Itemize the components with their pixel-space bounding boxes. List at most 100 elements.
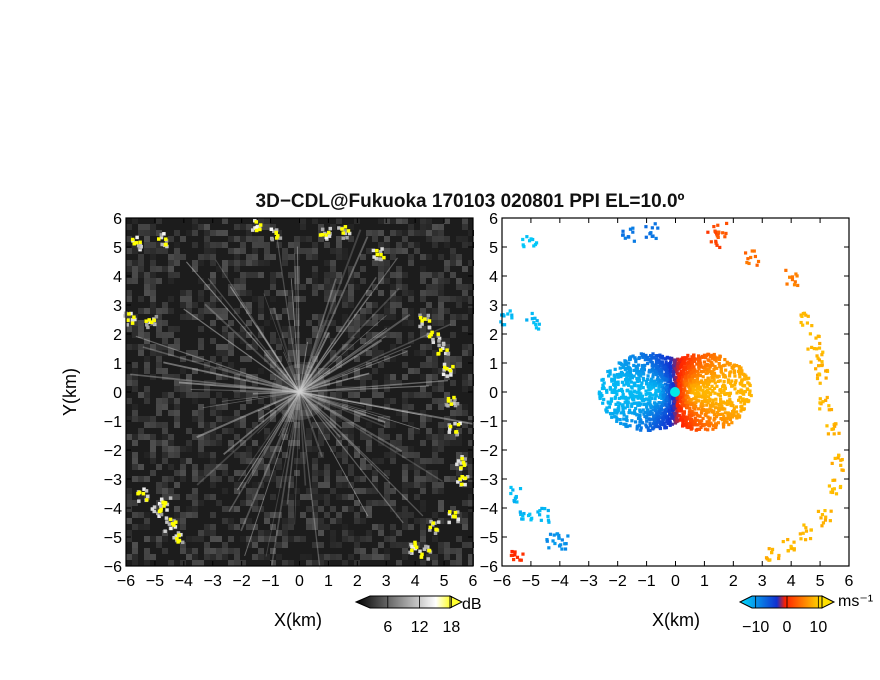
echo-pixel-strong bbox=[327, 230, 331, 235]
noise-cell bbox=[456, 452, 462, 458]
noise-cell bbox=[396, 410, 402, 416]
noise-cell bbox=[450, 428, 456, 434]
velocity-cluster-point bbox=[631, 226, 635, 230]
velocity-point bbox=[655, 365, 659, 369]
noise-cell bbox=[258, 296, 264, 302]
noise-cell bbox=[240, 536, 246, 542]
velocity-point bbox=[708, 379, 713, 383]
velocity-point bbox=[654, 394, 659, 398]
velocity-point bbox=[718, 365, 723, 369]
noise-cell bbox=[318, 380, 324, 386]
velocity-point bbox=[717, 408, 721, 412]
noise-cell bbox=[360, 350, 366, 356]
noise-cell bbox=[174, 230, 180, 236]
noise-cell bbox=[384, 548, 390, 554]
echo-ray bbox=[265, 391, 300, 557]
noise-cell bbox=[174, 416, 180, 422]
velocity-point bbox=[686, 361, 690, 365]
velocity-point bbox=[617, 396, 621, 400]
velocity-point bbox=[696, 399, 701, 403]
velocity-point bbox=[639, 428, 643, 432]
echo-pixel-strong bbox=[443, 365, 447, 370]
noise-cell bbox=[402, 374, 408, 380]
echo-pixel bbox=[159, 233, 164, 237]
velocity-point bbox=[695, 379, 699, 384]
velocity-point bbox=[619, 374, 623, 379]
reflectivity-y-tick-label: −5 bbox=[104, 530, 122, 547]
noise-cell bbox=[366, 434, 372, 440]
echo-pixel bbox=[157, 514, 161, 519]
velocity-point bbox=[659, 422, 663, 427]
noise-cell bbox=[324, 260, 330, 266]
noise-cell bbox=[150, 536, 156, 542]
noise-cell bbox=[414, 248, 420, 254]
noise-cell bbox=[456, 404, 462, 410]
noise-cell bbox=[444, 338, 450, 344]
noise-cell bbox=[222, 470, 228, 476]
noise-cell bbox=[270, 470, 276, 476]
noise-cell bbox=[336, 434, 342, 440]
echo-pixel-strong bbox=[147, 318, 151, 322]
noise-cell bbox=[186, 548, 192, 554]
noise-cell bbox=[438, 284, 444, 290]
noise-cell bbox=[354, 446, 360, 452]
noise-cell bbox=[222, 488, 228, 494]
noise-cell bbox=[378, 524, 384, 530]
noise-cell bbox=[378, 278, 384, 284]
noise-cell bbox=[234, 560, 240, 566]
noise-cell bbox=[456, 254, 462, 260]
noise-cell bbox=[456, 278, 462, 284]
velocity-point bbox=[710, 384, 714, 388]
velocity-cluster-point bbox=[530, 317, 534, 321]
velocity-point bbox=[653, 397, 657, 401]
velocity-point bbox=[681, 403, 685, 408]
noise-cell bbox=[408, 524, 414, 530]
velocity-point bbox=[640, 368, 644, 372]
noise-cell bbox=[270, 452, 276, 458]
velocity-point bbox=[696, 407, 701, 411]
noise-cell bbox=[312, 242, 318, 248]
velocity-point bbox=[679, 409, 683, 413]
noise-cell bbox=[210, 260, 216, 266]
noise-cell bbox=[312, 290, 318, 296]
noise-cell bbox=[234, 482, 240, 488]
noise-cell bbox=[162, 548, 168, 554]
noise-cell bbox=[246, 524, 252, 530]
velocity-point bbox=[626, 382, 630, 386]
velocity-point bbox=[727, 422, 731, 427]
noise-cell bbox=[252, 236, 258, 242]
noise-cell bbox=[234, 254, 240, 260]
noise-cell bbox=[210, 404, 216, 410]
noise-cell bbox=[252, 260, 258, 266]
velocity-point bbox=[678, 358, 682, 363]
velocity-point bbox=[627, 396, 631, 400]
echo-pixel bbox=[174, 534, 179, 538]
noise-cell bbox=[450, 248, 456, 254]
noise-cell bbox=[270, 362, 276, 368]
noise-cell bbox=[252, 296, 258, 302]
echo-pixel-strong bbox=[463, 476, 468, 480]
echo-ray bbox=[299, 317, 351, 393]
echo-ray bbox=[299, 372, 370, 393]
reflectivity-y-tick-label: −3 bbox=[104, 472, 122, 489]
echo-pixel-strong bbox=[152, 318, 156, 323]
noise-cell bbox=[318, 332, 324, 338]
noise-cell bbox=[438, 434, 444, 440]
noise-cell bbox=[348, 278, 354, 284]
echo-pixel-strong bbox=[159, 506, 163, 511]
velocity-colorbar-arrow bbox=[821, 595, 836, 609]
noise-cell bbox=[186, 536, 192, 542]
velocity-point bbox=[671, 373, 676, 377]
velocity-point bbox=[708, 407, 712, 411]
velocity-point bbox=[713, 365, 717, 369]
noise-cell bbox=[420, 272, 426, 278]
noise-cell bbox=[342, 350, 348, 356]
noise-cell bbox=[228, 338, 234, 344]
noise-cell bbox=[126, 296, 132, 302]
noise-cell bbox=[210, 464, 216, 470]
echo-pixel-strong bbox=[168, 517, 173, 522]
noise-cell bbox=[438, 518, 444, 524]
noise-cell bbox=[162, 302, 168, 308]
velocity-point bbox=[691, 369, 696, 373]
noise-cell bbox=[198, 470, 204, 476]
